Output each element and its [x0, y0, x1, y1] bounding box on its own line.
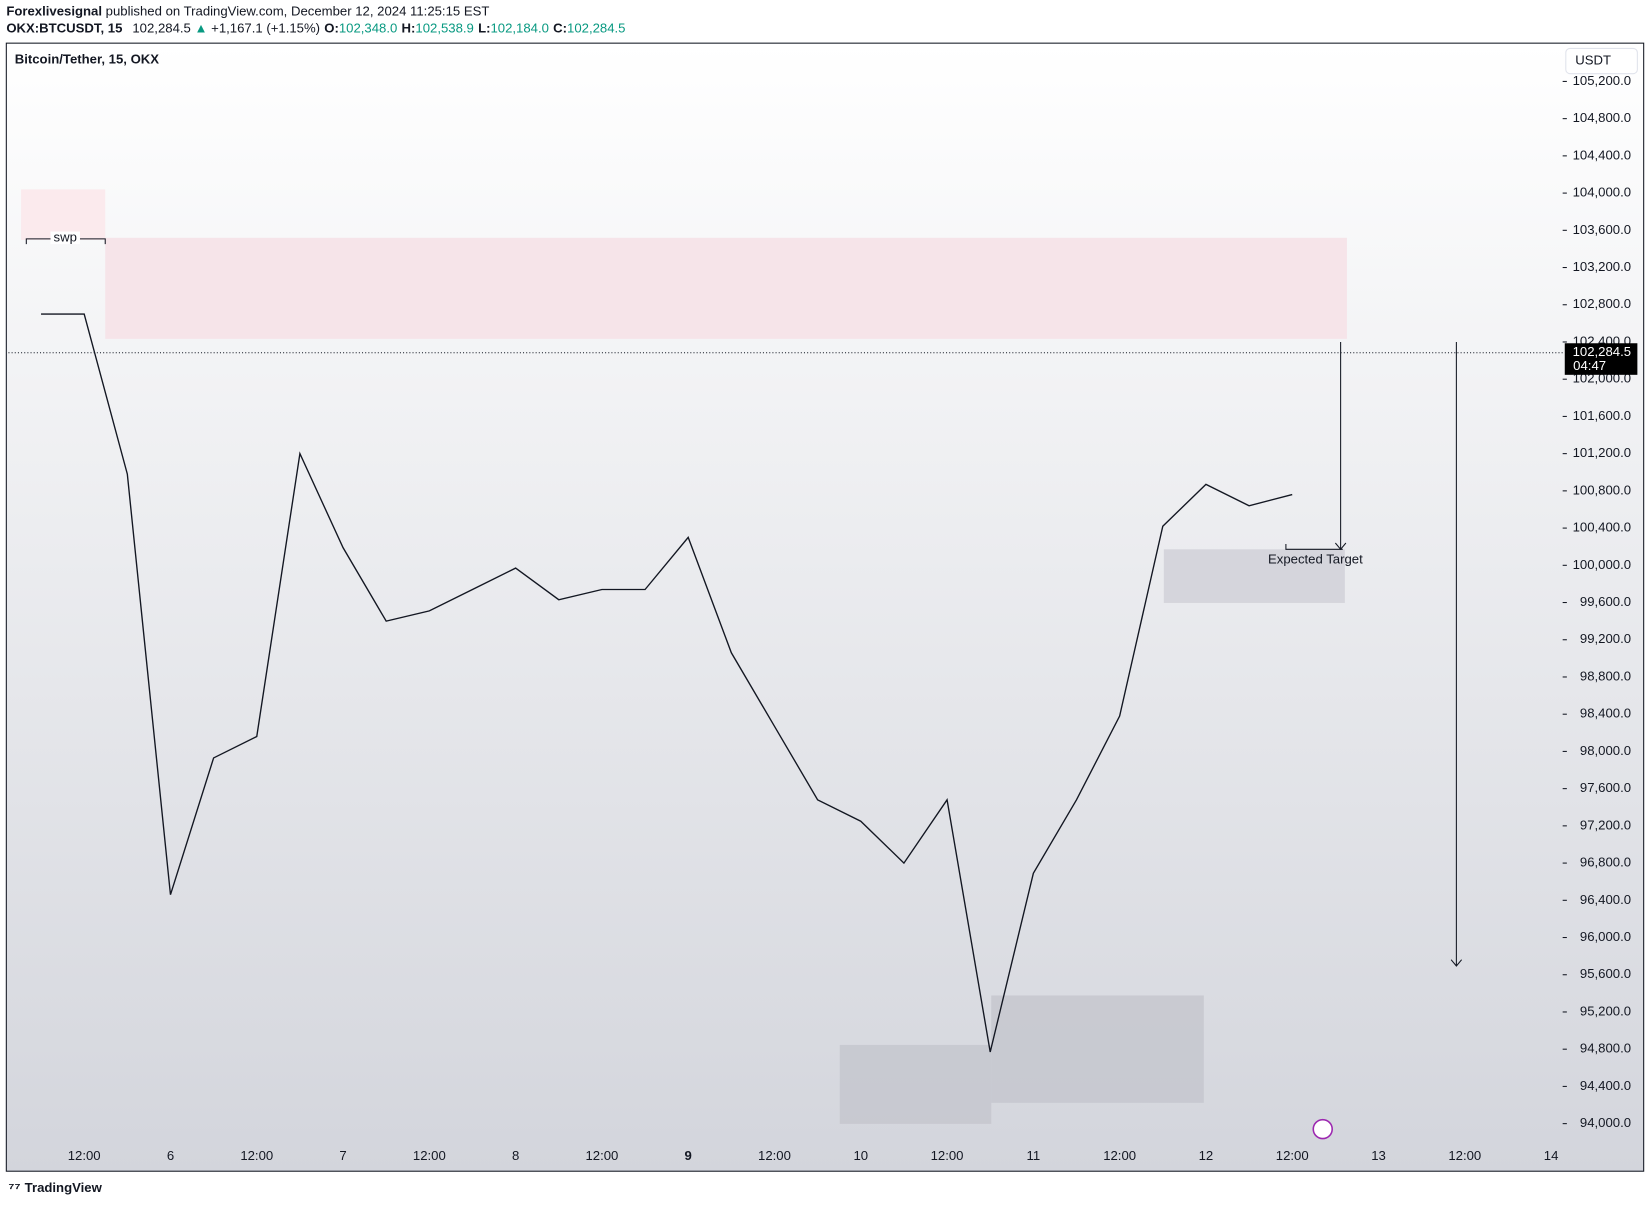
- y-tick-label: 99,600.0: [1580, 594, 1631, 609]
- y-tick-label: 105,200.0: [1573, 73, 1631, 88]
- annotation: Expected Target: [1268, 551, 1363, 566]
- y-tick-label: 94,000.0: [1580, 1115, 1631, 1130]
- y-tick-label: 101,200.0: [1573, 445, 1631, 460]
- x-tick-label: 13: [1371, 1148, 1386, 1163]
- x-tick-label: 6: [167, 1148, 174, 1163]
- y-tick-label: 96,800.0: [1580, 855, 1631, 870]
- x-tick-label: 12:00: [240, 1148, 273, 1163]
- x-tick-label: 12: [1199, 1148, 1214, 1163]
- x-tick-label: 7: [339, 1148, 346, 1163]
- y-tick-label: 103,600.0: [1573, 222, 1631, 237]
- brand: ⁷⁷ TradingView: [8, 1181, 102, 1197]
- ohlc-value: 102,184.0: [490, 21, 548, 36]
- arrow: ▲: [195, 21, 208, 36]
- x-tick-label: 8: [512, 1148, 519, 1163]
- y-tick-label: 100,800.0: [1573, 482, 1631, 497]
- header-line: Forexlivesignal published on TradingView…: [6, 4, 489, 19]
- publisher: Forexlivesignal: [6, 4, 102, 19]
- ohlc-value: 102,348.0: [339, 21, 397, 36]
- y-tick-label: 104,400.0: [1573, 147, 1631, 162]
- countdown: 04:47: [1573, 358, 1606, 373]
- x-tick-label: 12:00: [68, 1148, 101, 1163]
- y-tick-label: 96,400.0: [1580, 892, 1631, 907]
- chart-title: Bitcoin/Tether, 15, OKX: [15, 51, 160, 66]
- y-tick-label: 103,200.0: [1573, 259, 1631, 274]
- y-tick-label: 98,400.0: [1580, 706, 1631, 721]
- ohlc-key: H:: [402, 21, 416, 36]
- y-tick-label: 97,200.0: [1580, 817, 1631, 832]
- x-tick-label: 14: [1544, 1148, 1559, 1163]
- swp-bg: [50, 231, 80, 245]
- chart-frame: [5, 42, 1645, 1172]
- y-tick-label: 97,600.0: [1580, 780, 1631, 795]
- x-tick-label: 12:00: [931, 1148, 964, 1163]
- alert-icon[interactable]: [1312, 1118, 1333, 1140]
- demand-zone: [1163, 549, 1345, 603]
- ohlc-key: C:: [553, 21, 567, 36]
- price-line: [41, 313, 1293, 1053]
- target-bracket: [1285, 544, 1343, 550]
- y-tick-label: 104,800.0: [1573, 110, 1631, 125]
- ohlc-key: O:: [324, 21, 339, 36]
- ohlc-value: 102,538.9: [415, 21, 473, 36]
- x-tick-label: 12:00: [585, 1148, 618, 1163]
- currency-button[interactable]: [1565, 47, 1638, 75]
- x-tick-label: 11: [1027, 1148, 1041, 1163]
- last-price-tag: [1564, 343, 1638, 375]
- demand-zone: [839, 1044, 992, 1124]
- ohlc-value: 102,284.5: [567, 21, 625, 36]
- y-tick-label: 102,800.0: [1573, 296, 1631, 311]
- annotation: swp: [54, 229, 77, 244]
- supply-zone: [105, 237, 1347, 339]
- y-tick-label: 101,600.0: [1573, 408, 1631, 423]
- change: +1,167.1 (+1.15%): [211, 21, 320, 36]
- demand-zone: [991, 995, 1204, 1103]
- price: 102,284.5: [132, 21, 190, 36]
- arrow: [1334, 342, 1347, 551]
- y-tick-label: 95,200.0: [1580, 1003, 1631, 1018]
- currency[interactable]: USDT: [1575, 53, 1611, 68]
- x-tick-label: 9: [685, 1148, 692, 1163]
- symbol: OKX:BTCUSDT, 15: [6, 21, 122, 36]
- x-tick-label: 12:00: [1103, 1148, 1136, 1163]
- y-tick-label: 98,800.0: [1580, 668, 1631, 683]
- header-quote: OKX:BTCUSDT, 15 102,284.5 ▲ +1,167.1 (+1…: [6, 21, 625, 36]
- ohlc-key: L:: [478, 21, 490, 36]
- y-tick-label: 100,000.0: [1573, 557, 1631, 572]
- y-tick-label: 94,400.0: [1580, 1078, 1631, 1093]
- last-price-label: 102,284.5: [1573, 344, 1631, 359]
- x-tick-label: 12:00: [1448, 1148, 1481, 1163]
- x-tick-label: 10: [853, 1148, 868, 1163]
- published: published on TradingView.com, December 1…: [106, 4, 490, 19]
- y-tick-label: 95,600.0: [1580, 966, 1631, 981]
- y-tick-label: 100,400.0: [1573, 520, 1631, 535]
- y-tick-label: 99,200.0: [1580, 631, 1631, 646]
- arrow: [1450, 342, 1463, 967]
- x-tick-label: 12:00: [413, 1148, 446, 1163]
- y-tick-label: 104,000.0: [1573, 185, 1631, 200]
- y-tick-label: 98,000.0: [1580, 743, 1631, 758]
- x-tick-label: 12:00: [1276, 1148, 1309, 1163]
- y-tick-label: 96,000.0: [1580, 929, 1631, 944]
- brand-name: TradingView: [25, 1181, 103, 1196]
- x-tick-label: 12:00: [758, 1148, 791, 1163]
- y-tick-label: 94,800.0: [1580, 1041, 1631, 1056]
